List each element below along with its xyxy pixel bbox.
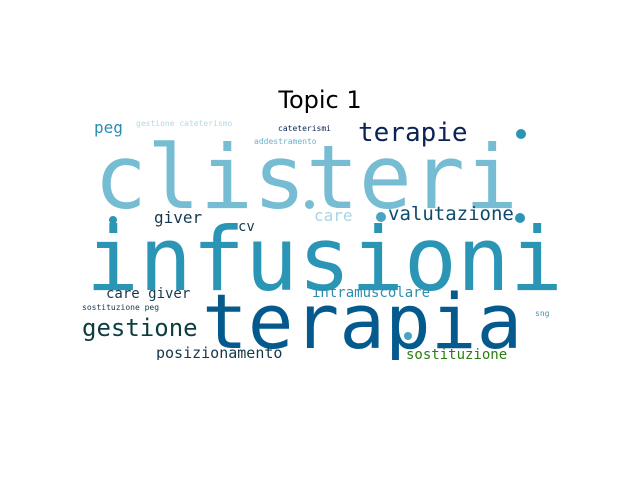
word-cv: cv [238,219,255,235]
chart-title: Topic 1 [278,86,362,114]
dot-3 [109,216,117,224]
word-care: care [314,206,353,225]
word-terapia: terapia [202,277,523,360]
word-peg: peg [94,120,123,137]
word-intramuscolare: intramuscolare [312,285,431,301]
dot-2 [376,212,386,222]
word-care-giver: care giver [106,286,191,302]
word-gestione-cateterismo: gestione cateterismo [136,120,233,128]
word-valutazione: valutazione [388,203,514,225]
dot-1 [516,129,526,139]
word-posizionamento: posizionamento [156,344,283,361]
word-addestramento: addestramento [254,137,317,146]
word-infusioni: infusioni [86,208,560,311]
word-sostituzione: sostituzione [406,347,508,360]
word-sostituzione-peg: sostituzione peg [82,303,160,312]
word-gestione: gestione [82,314,198,342]
word-giver: giver [154,208,203,227]
word-cateterismi: cateterismi [278,124,331,133]
dot-5 [305,200,314,209]
dot-4 [515,213,525,223]
word-terapie: terapie [358,120,468,148]
word-sng: sng [535,309,550,318]
word-cloud: clisteri infusioni terapia terapie valut… [80,120,560,360]
dot-6 [404,332,412,340]
